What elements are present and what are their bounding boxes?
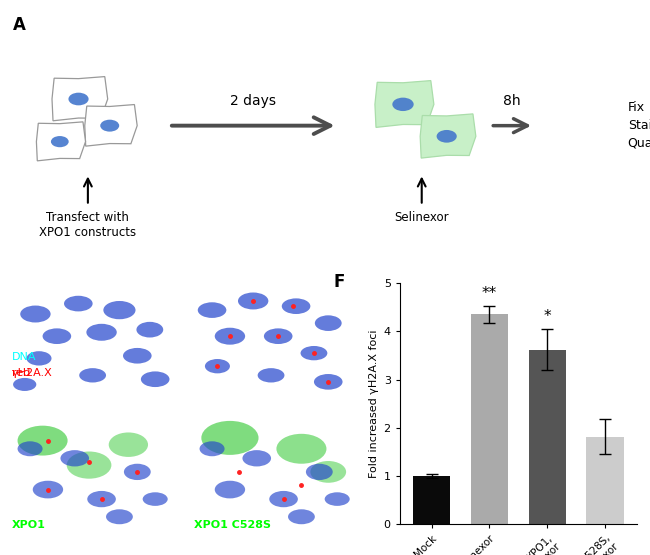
Text: Transfect with
XPO1 constructs: Transfect with XPO1 constructs bbox=[39, 211, 136, 239]
Text: F: F bbox=[333, 274, 344, 291]
Text: 1μM selinexor: 1μM selinexor bbox=[284, 393, 357, 403]
Ellipse shape bbox=[200, 441, 225, 456]
Y-axis label: Fold increased γH2A.X foci: Fold increased γH2A.X foci bbox=[369, 330, 380, 478]
Ellipse shape bbox=[141, 371, 170, 387]
Ellipse shape bbox=[43, 329, 72, 344]
Text: XPO1 C528S: XPO1 C528S bbox=[194, 521, 271, 531]
Text: Fix
Stain
Quantify: Fix Stain Quantify bbox=[628, 101, 650, 150]
Ellipse shape bbox=[214, 481, 245, 498]
Text: XPO1: XPO1 bbox=[12, 521, 46, 531]
Ellipse shape bbox=[205, 359, 230, 374]
Text: D: D bbox=[10, 415, 21, 428]
Ellipse shape bbox=[136, 322, 163, 337]
Ellipse shape bbox=[68, 93, 88, 105]
Ellipse shape bbox=[143, 492, 168, 506]
Ellipse shape bbox=[393, 98, 413, 111]
Text: C: C bbox=[192, 281, 202, 294]
Text: Selinexor: Selinexor bbox=[395, 211, 449, 224]
Ellipse shape bbox=[60, 450, 89, 466]
Ellipse shape bbox=[109, 432, 148, 457]
Ellipse shape bbox=[20, 306, 51, 322]
Text: red: red bbox=[12, 368, 31, 378]
Ellipse shape bbox=[238, 292, 268, 310]
Ellipse shape bbox=[242, 450, 271, 466]
Ellipse shape bbox=[214, 327, 245, 345]
Ellipse shape bbox=[315, 315, 342, 331]
Text: Mock: Mock bbox=[148, 393, 175, 403]
Ellipse shape bbox=[257, 368, 285, 382]
Polygon shape bbox=[84, 104, 137, 146]
Ellipse shape bbox=[51, 136, 69, 147]
Bar bbox=[528, 350, 566, 524]
Ellipse shape bbox=[123, 348, 151, 364]
Ellipse shape bbox=[276, 434, 326, 464]
Ellipse shape bbox=[100, 120, 119, 132]
Ellipse shape bbox=[282, 299, 311, 314]
Text: *: * bbox=[543, 309, 551, 324]
Ellipse shape bbox=[202, 421, 259, 455]
Ellipse shape bbox=[106, 509, 133, 524]
Ellipse shape bbox=[18, 441, 43, 456]
Ellipse shape bbox=[32, 481, 63, 498]
Ellipse shape bbox=[269, 491, 298, 507]
Ellipse shape bbox=[198, 302, 226, 318]
Text: A: A bbox=[13, 17, 26, 34]
Text: 1μM selinexor: 1μM selinexor bbox=[12, 531, 84, 541]
Polygon shape bbox=[52, 77, 108, 121]
Ellipse shape bbox=[27, 351, 51, 366]
Ellipse shape bbox=[64, 296, 92, 311]
Ellipse shape bbox=[288, 509, 315, 524]
Text: 1μM selinexor: 1μM selinexor bbox=[194, 531, 266, 541]
Ellipse shape bbox=[306, 464, 333, 480]
Polygon shape bbox=[375, 80, 434, 128]
Ellipse shape bbox=[18, 426, 68, 456]
Bar bbox=[413, 476, 450, 524]
Ellipse shape bbox=[437, 130, 457, 143]
Ellipse shape bbox=[264, 329, 292, 344]
Bar bbox=[586, 437, 624, 524]
Polygon shape bbox=[36, 122, 86, 161]
Text: DNA: DNA bbox=[12, 352, 36, 362]
Ellipse shape bbox=[311, 461, 346, 483]
Ellipse shape bbox=[324, 492, 350, 506]
Ellipse shape bbox=[86, 324, 117, 341]
Text: 8h: 8h bbox=[503, 94, 521, 108]
Ellipse shape bbox=[13, 378, 36, 391]
Polygon shape bbox=[420, 114, 476, 158]
Ellipse shape bbox=[103, 301, 136, 319]
Text: E: E bbox=[192, 415, 201, 428]
Ellipse shape bbox=[314, 374, 343, 390]
Text: B: B bbox=[10, 281, 20, 294]
Ellipse shape bbox=[87, 491, 116, 507]
Text: 2 days: 2 days bbox=[230, 94, 276, 108]
Text: γH2A.X: γH2A.X bbox=[12, 368, 53, 378]
Ellipse shape bbox=[67, 451, 111, 478]
Bar bbox=[471, 315, 508, 524]
Ellipse shape bbox=[124, 464, 151, 480]
Ellipse shape bbox=[79, 368, 106, 382]
Text: **: ** bbox=[482, 286, 497, 301]
Ellipse shape bbox=[300, 346, 328, 360]
